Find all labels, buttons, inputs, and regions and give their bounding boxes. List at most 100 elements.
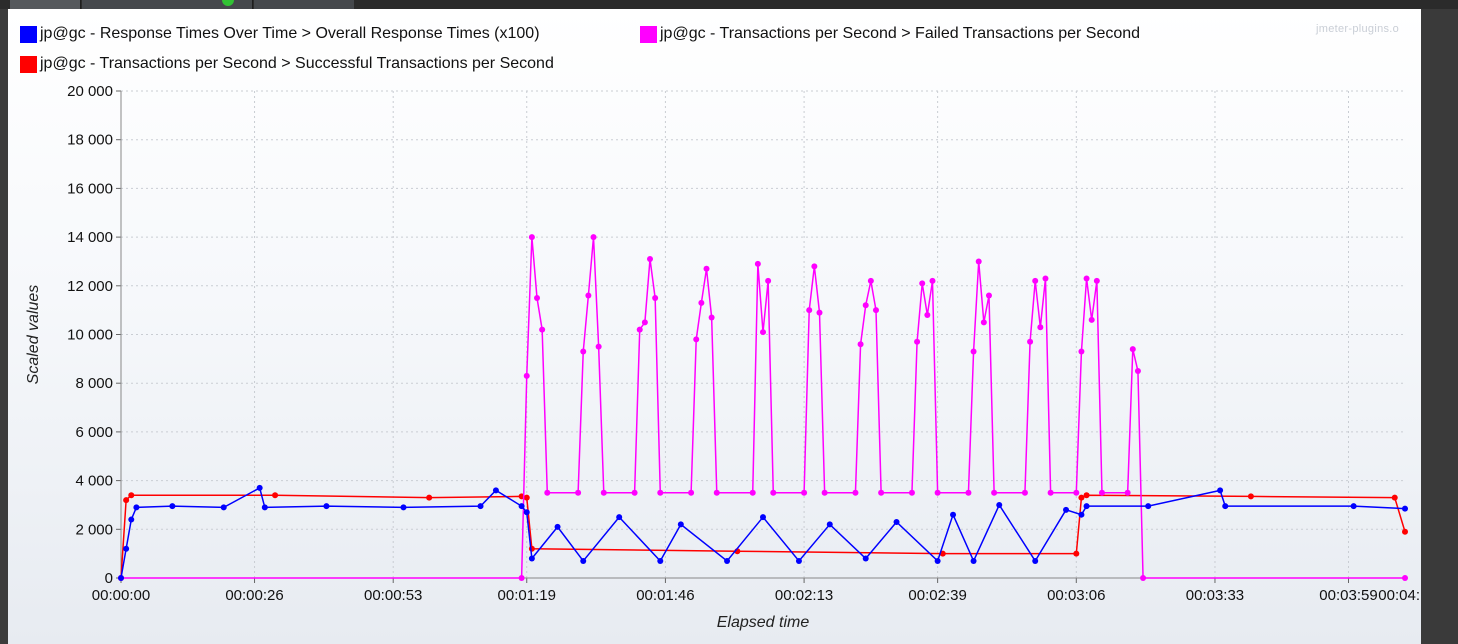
series-failed-tps-point	[919, 280, 926, 287]
watermark: jmeter-plugins.o	[1316, 23, 1400, 35]
series-failed-tps-point	[991, 489, 998, 496]
chart-grid	[121, 90, 1405, 578]
series-failed-tps-point	[1402, 575, 1408, 581]
x-axis-label: Elapsed time	[717, 614, 810, 631]
series-response-times-point	[169, 503, 176, 510]
legend-item-successful-tps: jp@gc - Transactions per Second > Succes…	[20, 54, 554, 74]
legend-item-response-times: jp@gc - Response Times Over Time > Overa…	[20, 24, 540, 44]
series-successful-tps-point	[1247, 493, 1254, 500]
series-failed-tps-point	[631, 489, 638, 496]
tab-strip-left[interactable]	[10, 0, 81, 9]
series-failed-tps-point	[518, 575, 525, 581]
tab-strip-right[interactable]	[254, 0, 354, 9]
series-failed-tps-point	[652, 294, 659, 301]
series-failed-tps-point	[1073, 489, 1080, 496]
series-failed-tps-point	[1037, 324, 1044, 331]
series-failed-tps-point	[534, 294, 541, 301]
series-response-times-point	[677, 521, 684, 528]
series-response-times-point	[893, 518, 900, 525]
legend-swatch-response-times	[20, 25, 37, 43]
series-response-times-point	[256, 484, 263, 491]
series-response-times-point	[518, 503, 525, 510]
series-failed-tps-point	[1083, 275, 1090, 282]
legend-label-failed-tps: jp@gc - Transactions per Second > Failed…	[660, 25, 1141, 42]
series-failed-tps-point	[575, 489, 582, 496]
series-response-times-point	[616, 514, 623, 521]
series-failed-tps-point	[693, 336, 700, 343]
series-response-times-point	[1350, 503, 1357, 510]
series-failed-tps-point	[975, 258, 982, 265]
series-failed-tps-point	[1129, 346, 1136, 353]
series-failed-tps-point	[523, 372, 530, 379]
series-failed-tps-point	[1032, 277, 1039, 284]
series-failed-tps-point	[929, 277, 936, 284]
series-response-times-point	[724, 557, 731, 564]
series-failed-tps-point	[980, 319, 987, 326]
series-response-times-point	[934, 557, 941, 564]
y-tick-label: 4 000	[75, 473, 113, 490]
x-tick-label: 00:02:39	[908, 587, 966, 604]
tab-strip-middle[interactable]	[82, 0, 253, 9]
series-successful-tps	[118, 492, 1408, 581]
legend-item-failed-tps: jp@gc - Transactions per Second > Failed…	[640, 24, 1140, 44]
chart-axes	[116, 90, 1405, 583]
series-response-times-point	[795, 557, 802, 564]
series-response-times-point	[580, 557, 587, 564]
series-failed-tps-point	[1047, 489, 1054, 496]
series-response-times	[118, 484, 1408, 581]
series-response-times-point	[528, 555, 535, 562]
series-failed-tps-point	[908, 489, 915, 496]
series-failed-tps-point	[1124, 489, 1131, 496]
series-failed-tps-point	[914, 338, 921, 345]
series-response-times-point	[996, 501, 1003, 508]
series-failed-tps-point	[528, 234, 535, 241]
series-failed-tps-point	[1140, 575, 1147, 581]
series-failed-tps-line	[121, 237, 1405, 579]
series-failed-tps-point	[1042, 275, 1049, 282]
series-failed-tps-point	[765, 277, 772, 284]
series-response-times-point	[760, 514, 766, 521]
series-response-times-point	[1145, 503, 1152, 510]
series-response-times-point	[554, 523, 561, 530]
series-response-times-point	[477, 503, 484, 510]
series-failed-tps-point	[580, 348, 587, 355]
series-failed-tps-point	[806, 307, 813, 314]
series-failed-tps-point	[1093, 277, 1100, 284]
x-tick-label: 00:00:00	[92, 587, 150, 604]
series-successful-tps-point	[272, 492, 279, 499]
x-tick-label: 00:04:	[1378, 587, 1420, 604]
series-failed-tps-point	[703, 265, 710, 272]
series-failed-tps-point	[970, 348, 977, 355]
series-successful-tps-point	[1078, 494, 1085, 501]
series-failed-tps-point	[708, 314, 715, 321]
series-response-times-point	[1222, 503, 1229, 510]
series-failed-tps-point	[821, 489, 828, 496]
right-scroll-strip[interactable]	[1421, 9, 1458, 644]
series-successful-tps-point	[128, 492, 135, 499]
series-response-times-point	[400, 504, 407, 511]
x-tick-label: 00:03:06	[1047, 587, 1105, 604]
legend-swatch-successful-tps	[20, 55, 37, 73]
series-response-times-point	[133, 504, 140, 511]
series-failed-tps-point	[872, 307, 879, 314]
series-failed-tps-point	[749, 489, 756, 496]
series-successful-tps-point	[123, 497, 130, 504]
chart-panel: jmeter-plugins.o jp@gc - Response Times …	[8, 9, 1421, 644]
chart-tick-labels: 0 2 000 4 000 6 000 8 000 10 000 12 000 14 000 1…	[67, 83, 1420, 604]
series-response-times-point	[1078, 511, 1085, 518]
series-failed-tps	[118, 234, 1408, 581]
y-tick-label: 20 000	[67, 83, 113, 100]
series-failed-tps-point	[539, 326, 546, 333]
y-tick-label: 0	[105, 570, 113, 587]
series-successful-tps-point	[1391, 494, 1398, 501]
series-failed-tps-point	[1078, 348, 1085, 355]
series-failed-tps-point	[657, 489, 664, 496]
series-failed-tps-point	[965, 489, 972, 496]
series-failed-tps-point	[811, 263, 818, 270]
x-tick-label: 00:03:33	[1186, 587, 1244, 604]
series-response-times-point	[826, 521, 833, 528]
series-failed-tps-point	[867, 277, 874, 284]
chart-svg: 0 2 000 4 000 6 000 8 000 10 000 12 000 14 000 1…	[25, 83, 1420, 631]
series-failed-tps-point	[595, 343, 602, 350]
series-successful-tps-point	[1083, 492, 1090, 499]
